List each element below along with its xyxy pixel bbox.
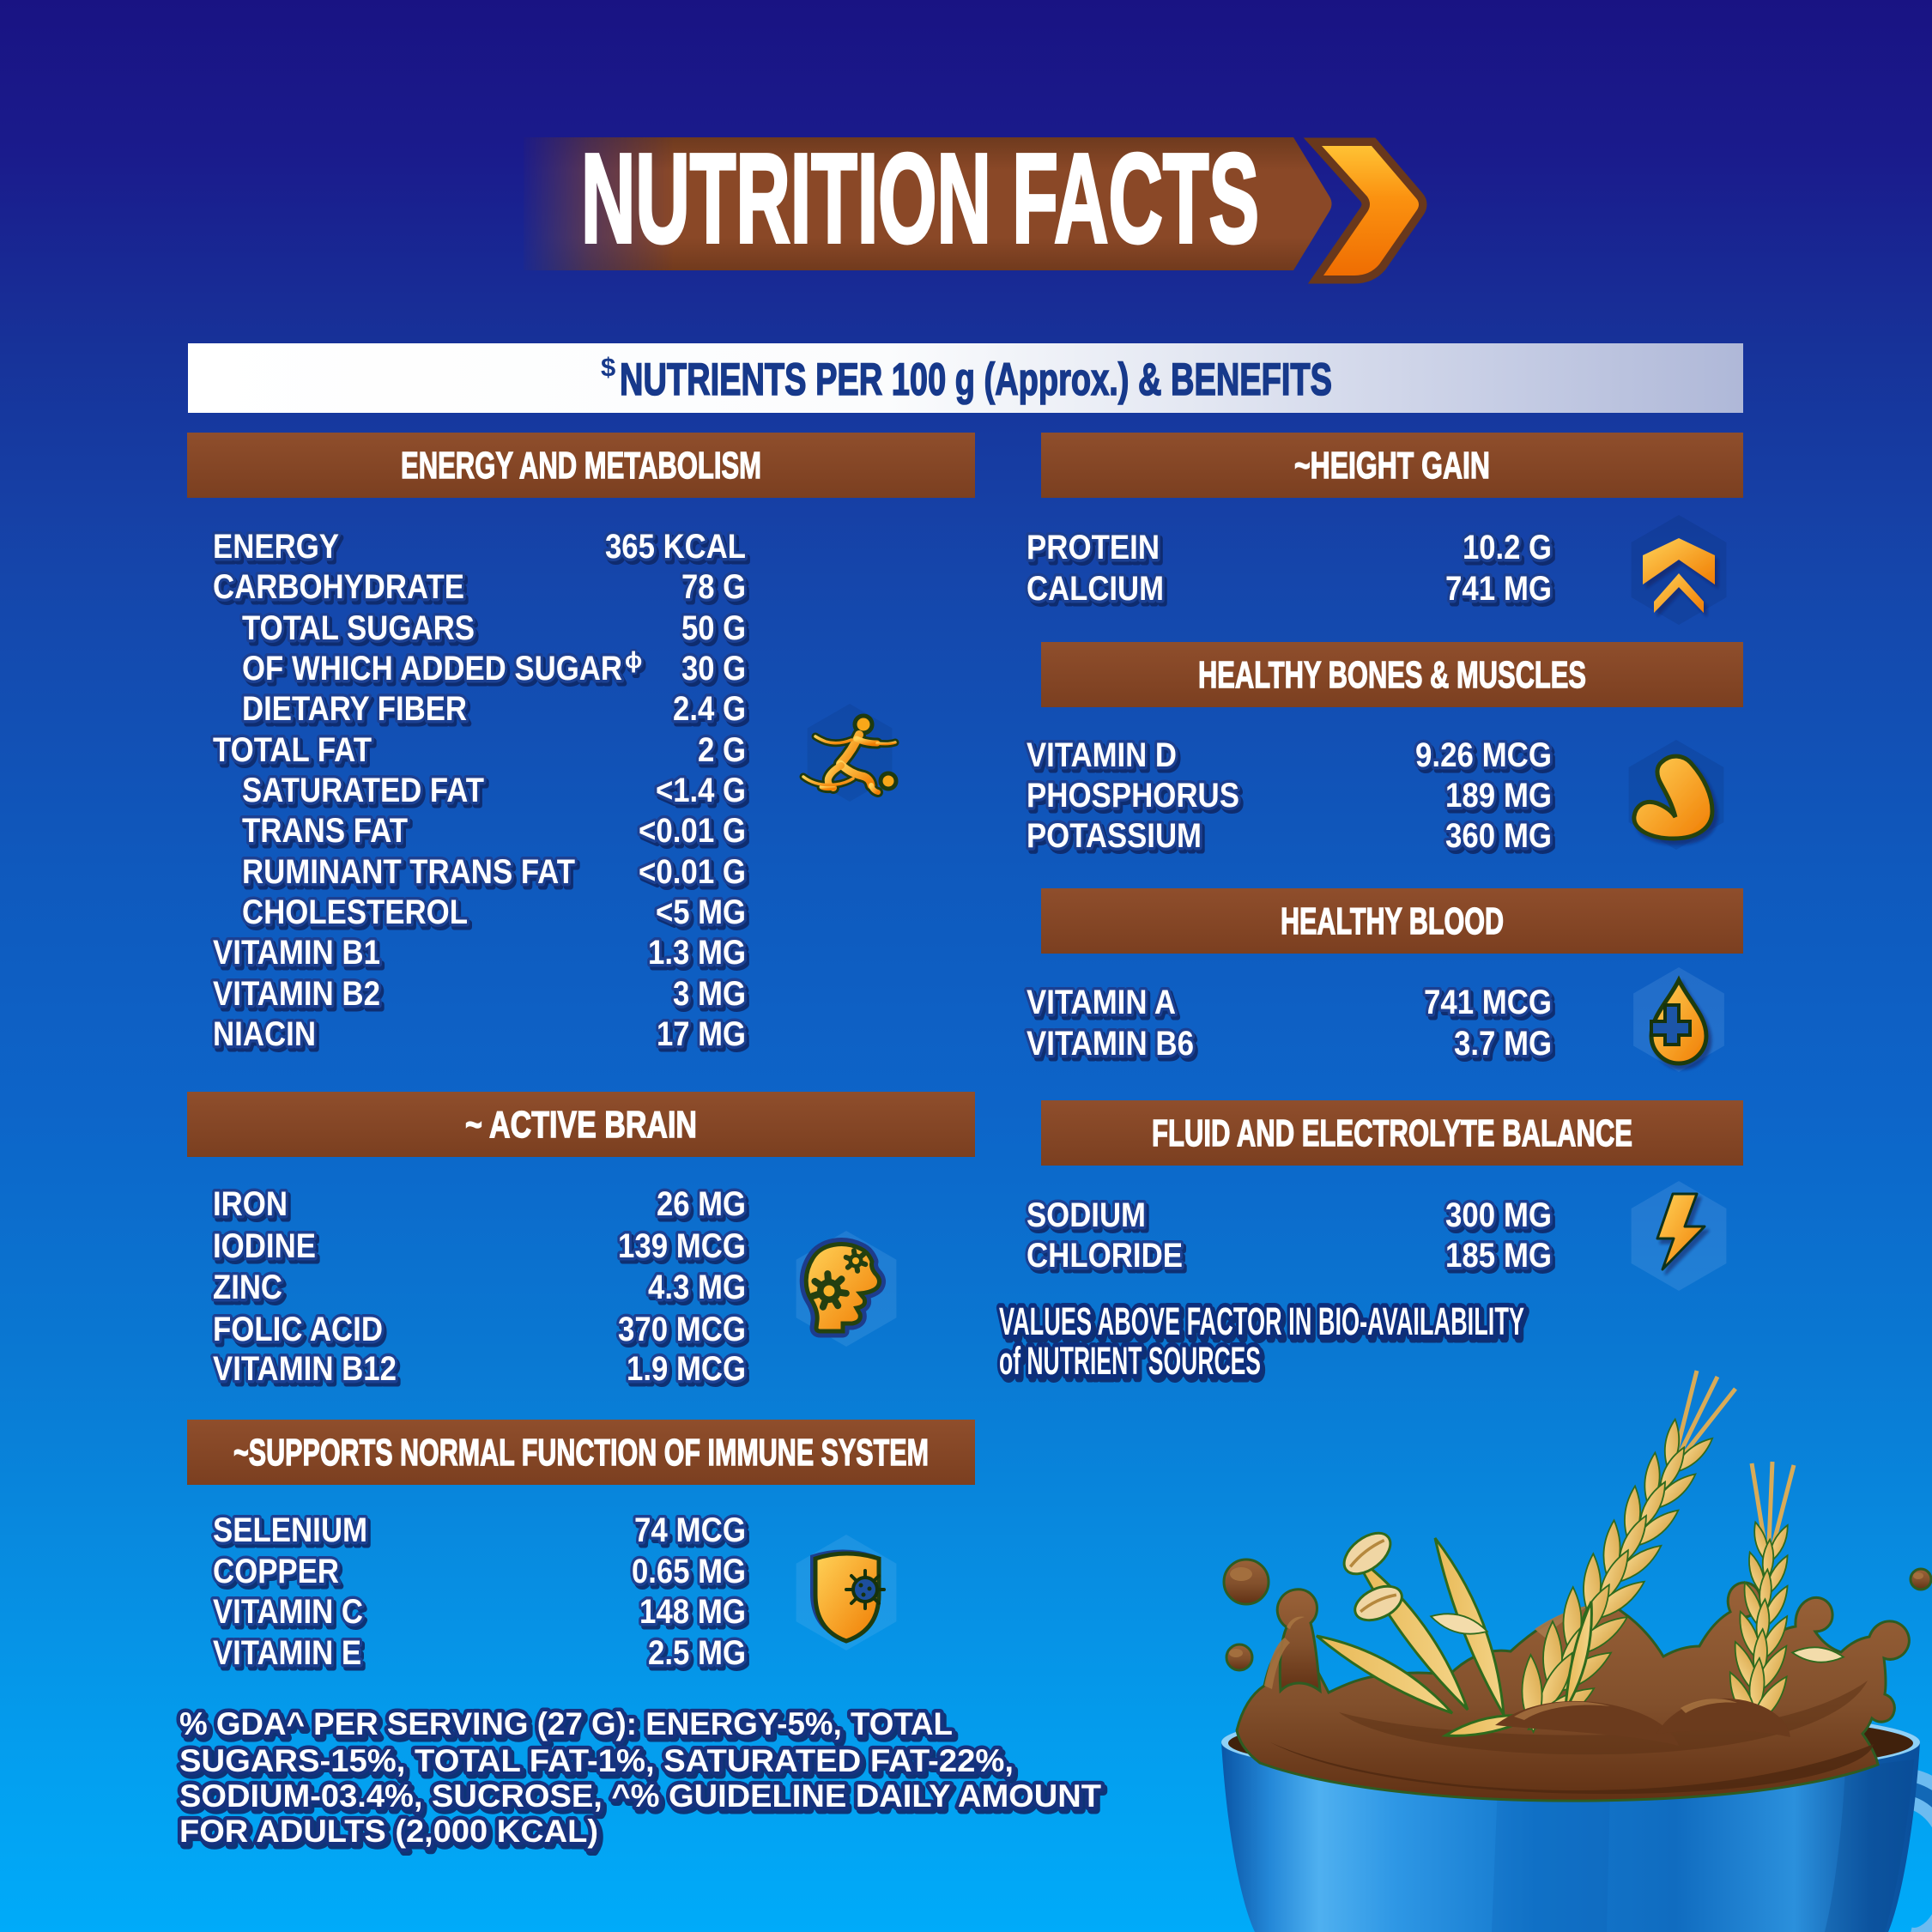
svg-text:VITAMIN B12: VITAMIN B12 [213,1350,397,1388]
svg-text:1.9 MCG: 1.9 MCG [627,1350,746,1388]
svg-text:COPPER: COPPER [213,1553,339,1590]
svg-text:IODINE: IODINE [213,1227,316,1265]
svg-text:30 G: 30 G [681,650,746,687]
svg-text:365 KCAL: 365 KCAL [605,528,746,566]
svg-text:360 MG: 360 MG [1445,817,1552,855]
svg-text:CARBOHYDRATE: CARBOHYDRATE [213,568,464,606]
svg-text:IRON: IRON [213,1185,288,1223]
svg-text:3.7 MG: 3.7 MG [1454,1025,1552,1063]
svg-text:TOTAL SUGARS: TOTAL SUGARS [242,609,475,647]
svg-text:189 MG: 189 MG [1445,777,1552,815]
svg-text:~HEIGHT GAIN: ~HEIGHT GAIN [1294,445,1490,487]
svg-text:4.3 MG: 4.3 MG [648,1269,746,1306]
svg-text:VITAMIN A: VITAMIN A [1027,984,1176,1021]
svg-text:VITAMIN D: VITAMIN D [1027,736,1177,774]
svg-text:185 MG: 185 MG [1445,1237,1552,1275]
svg-text:148 MG: 148 MG [639,1593,746,1631]
svg-text:CHOLESTEROL: CHOLESTEROL [242,893,468,931]
svg-text:50 G: 50 G [681,609,746,647]
svg-text:0.65 MG: 0.65 MG [632,1553,746,1590]
svg-text:HEALTHY BLOOD: HEALTHY BLOOD [1281,900,1504,942]
svg-text:CALCIUM: CALCIUM [1027,570,1164,608]
svg-text:NIACIN: NIACIN [213,1015,316,1053]
svg-text:PROTEIN: PROTEIN [1027,529,1160,566]
svg-text:10.2 G: 10.2 G [1463,529,1552,566]
svg-text:741 MG: 741 MG [1445,570,1552,608]
svg-text:SODIUM: SODIUM [1027,1196,1146,1234]
svg-text:% GDA^ PER SERVING (27 G): ENE: % GDA^ PER SERVING (27 G): ENERGY-5%, TO… [179,1706,953,1741]
svg-text:POTASSIUM: POTASSIUM [1027,817,1202,855]
svg-text:~ ACTIVE BRAIN: ~ ACTIVE BRAIN [465,1104,697,1146]
svg-text:300 MG: 300 MG [1445,1196,1552,1234]
svg-text:$: $ [601,352,615,382]
svg-text:17 MG: 17 MG [657,1015,746,1053]
svg-text:VITAMIN B1: VITAMIN B1 [213,934,380,972]
svg-text:SODIUM-03.4%, SUCROSE, ^% GUID: SODIUM-03.4%, SUCROSE, ^% GUIDELINE DAIL… [179,1778,1101,1814]
svg-text:SELENIUM: SELENIUM [213,1511,367,1549]
svg-text:VITAMIN B6: VITAMIN B6 [1027,1025,1194,1063]
svg-text:of NUTRIENT SOURCES: of NUTRIENT SOURCES [999,1339,1261,1383]
svg-text:VALUES ABOVE FACTOR IN BIO-AVA: VALUES ABOVE FACTOR IN BIO-AVAILABILITY [999,1299,1524,1343]
svg-text:1.3 MG: 1.3 MG [648,934,746,972]
svg-text:VITAMIN E: VITAMIN E [213,1634,361,1672]
svg-text:FOLIC ACID: FOLIC ACID [213,1311,383,1348]
svg-text:VITAMIN B2: VITAMIN B2 [213,975,380,1013]
svg-text:3 MG: 3 MG [673,975,746,1013]
svg-text:2.4 G: 2.4 G [673,690,746,728]
svg-text:VITAMIN C: VITAMIN C [213,1593,363,1631]
svg-text:PHOSPHORUS: PHOSPHORUS [1027,777,1239,815]
svg-text:2 G: 2 G [698,731,746,769]
svg-text:DIETARY FIBER: DIETARY FIBER [242,690,467,728]
svg-text:NUTRIENTS PER 100 g (Approx.): NUTRIENTS PER 100 g (Approx.) & BENEFITS [620,354,1332,405]
svg-text:FOR ADULTS (2,000 KCAL): FOR ADULTS (2,000 KCAL) [179,1814,598,1849]
svg-text:741 MCG: 741 MCG [1424,984,1552,1021]
svg-text:<0.01 G: <0.01 G [639,812,746,850]
svg-text:ϕ: ϕ [625,647,642,673]
svg-text:139 MCG: 139 MCG [618,1227,746,1265]
svg-text:9.26 MCG: 9.26 MCG [1415,736,1552,774]
svg-text:OF WHICH ADDED SUGAR: OF WHICH ADDED SUGAR [242,650,622,687]
svg-text:RUMINANT TRANS FAT: RUMINANT TRANS FAT [242,853,575,891]
svg-text:78 G: 78 G [681,568,746,606]
svg-text:SATURATED FAT: SATURATED FAT [242,772,484,809]
svg-text:TRANS FAT: TRANS FAT [242,812,408,850]
svg-text:~SUPPORTS NORMAL FUNCTION OF I: ~SUPPORTS NORMAL FUNCTION OF IMMUNE SYST… [233,1432,929,1474]
svg-text:SUGARS-15%, TOTAL FAT-1%, SATU: SUGARS-15%, TOTAL FAT-1%, SATURATED FAT-… [179,1743,1014,1778]
svg-text:<0.01 G: <0.01 G [639,853,746,891]
svg-text:2.5 MG: 2.5 MG [648,1634,746,1672]
svg-text:ENERGY AND METABOLISM: ENERGY AND METABOLISM [401,445,761,487]
svg-text:HEALTHY BONES & MUSCLES: HEALTHY BONES & MUSCLES [1198,654,1586,696]
svg-text:TOTAL FAT: TOTAL FAT [213,731,372,769]
svg-text:ENERGY: ENERGY [213,528,339,566]
svg-text:26 MG: 26 MG [657,1185,746,1223]
svg-text:<5 MG: <5 MG [656,893,746,931]
svg-text:ZINC: ZINC [213,1269,282,1306]
svg-text:CHLORIDE: CHLORIDE [1027,1237,1183,1275]
svg-text:74 MCG: 74 MCG [634,1511,746,1549]
svg-text:FLUID AND ELECTROLYTE BALANCE: FLUID AND ELECTROLYTE BALANCE [1152,1112,1632,1154]
svg-text:NUTRITION FACTS: NUTRITION FACTS [581,128,1259,270]
svg-text:<1.4 G: <1.4 G [656,772,746,809]
svg-text:370 MCG: 370 MCG [618,1311,746,1348]
